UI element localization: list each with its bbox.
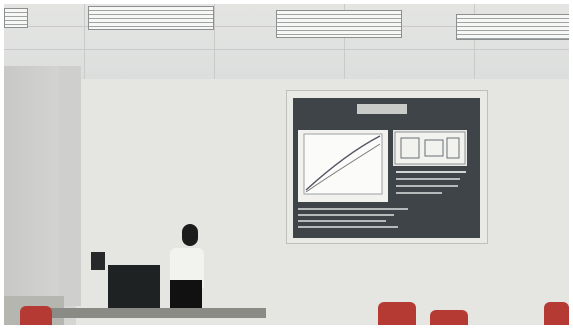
chair xyxy=(544,302,569,325)
slide-subtitle xyxy=(301,118,471,125)
front-table xyxy=(44,308,266,318)
slide-text-line xyxy=(396,171,466,173)
slide-text-line xyxy=(396,185,458,187)
slide-text-line xyxy=(298,220,386,222)
podium xyxy=(108,265,160,311)
ceiling-tile-line xyxy=(474,4,475,79)
chair xyxy=(378,302,416,325)
slide-text-line xyxy=(298,226,398,228)
slide-text-line xyxy=(298,214,394,216)
ceiling-light xyxy=(4,8,28,28)
desk-monitor xyxy=(91,252,105,270)
slide-graph xyxy=(298,130,388,202)
slide-diagram-drawing xyxy=(394,131,466,165)
ceiling-tile-line xyxy=(344,4,345,79)
wall-pillar xyxy=(59,66,81,306)
slide-text-line xyxy=(396,192,442,194)
ceiling-light xyxy=(276,10,402,38)
ceiling-tile-line xyxy=(84,4,85,79)
presenter-skirt xyxy=(170,280,202,310)
ceiling-light xyxy=(456,14,569,40)
slide-graph-drawing xyxy=(303,133,383,195)
ceiling-light xyxy=(88,6,214,30)
chair xyxy=(430,310,468,325)
ceiling-tile-line xyxy=(214,4,215,79)
chair xyxy=(20,306,52,325)
ceiling-tile-line xyxy=(4,49,569,50)
slide-text-line xyxy=(396,178,460,180)
slide-title xyxy=(357,104,407,114)
slide-diagram xyxy=(393,130,467,166)
classroom-photo xyxy=(4,4,569,325)
slide-text-line xyxy=(298,208,408,210)
presenter-head xyxy=(182,224,198,246)
